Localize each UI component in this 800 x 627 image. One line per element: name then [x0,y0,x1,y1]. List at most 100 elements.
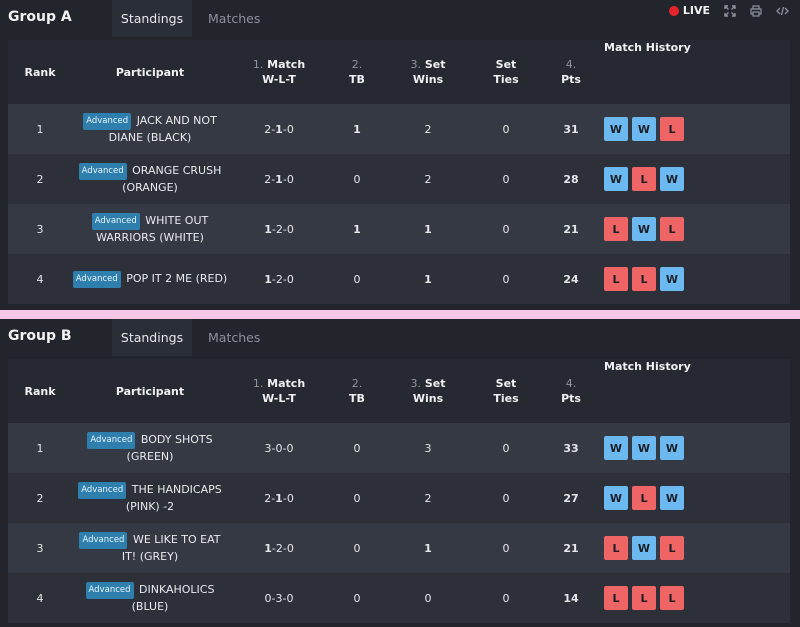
embed-code-icon[interactable] [776,5,789,17]
win-badge[interactable]: W [604,167,628,191]
header-tb[interactable]: 2. TB [330,359,384,423]
loss-badge[interactable]: L [660,586,684,610]
set-wins-cell: 0 [424,591,432,605]
header-pts-line: Pts [561,391,581,406]
rank-cell: 1 [36,122,44,136]
participant-name[interactable]: ORANGE CRUSH (ORANGE) [122,164,222,194]
tab-matches[interactable]: Matches [208,11,261,26]
win-badge[interactable]: W [604,486,628,510]
table-row[interactable]: 2 Advanced THE HANDICAPS (PINK) -2 2 - 1 -… [8,473,790,523]
live-indicator[interactable]: LIVE [668,4,710,17]
header-match[interactable]: 1. Match W-L-T [228,40,330,104]
table-row[interactable]: 3 Advanced WE LIKE TO EAT IT! (GREY) 1 - 2… [8,523,790,573]
header-label: Match History [604,41,691,54]
header-match-history[interactable]: Match History [602,359,790,423]
set-ties-cell: 0 [502,591,510,605]
participant-cell[interactable]: Advanced THE HANDICAPS (PINK) -2 [72,482,228,514]
win-badge[interactable]: W [660,267,684,291]
loss-badge[interactable]: L [660,117,684,141]
tiebreak-cell: 0 [353,272,361,286]
participant-cell[interactable]: Advanced DINKAHOLICS (BLUE) [72,582,228,614]
tab-standings[interactable]: Standings [112,319,192,356]
header-set-ties[interactable]: Set Ties [472,359,540,423]
participant-name[interactable]: WE LIKE TO EAT IT! (GREY) [121,533,221,563]
set-wins-cell: 3 [424,441,432,455]
fullscreen-icon[interactable] [724,4,736,17]
header-label: Ties [493,392,519,405]
participant-name[interactable]: BODY SHOTS (GREEN) [126,433,213,463]
header-set-ties-line: Set [496,57,517,72]
participant-cell[interactable]: Advanced ORANGE CRUSH (ORANGE) [72,163,228,195]
header-label: Rank [24,65,56,79]
loss-badge[interactable]: L [604,536,628,560]
win-badge[interactable]: W [604,117,628,141]
header-index: 3. [410,58,422,71]
losses-value: 1 [275,172,283,186]
table-row[interactable]: 1 Advanced JACK AND NOT DIANE (BLACK) 2 - … [8,104,790,154]
win-badge[interactable]: W [660,486,684,510]
header-set-ties-line: Set [496,376,517,391]
header-index: 4. [565,58,577,71]
win-badge[interactable]: W [632,436,656,460]
win-badge[interactable]: W [604,436,628,460]
advanced-badge: Advanced [91,213,140,230]
header-match-history[interactable]: Match History [602,40,790,104]
loss-badge[interactable]: L [632,267,656,291]
participant-cell[interactable]: Advanced WE LIKE TO EAT IT! (GREY) [72,532,228,564]
points-cell: 21 [563,541,579,555]
header-participant[interactable]: Participant [72,359,228,423]
table-row[interactable]: 2 Advanced ORANGE CRUSH (ORANGE) 2 - 1 - 0… [8,154,790,204]
win-badge[interactable]: W [632,536,656,560]
participant-cell[interactable]: Advanced BODY SHOTS (GREEN) [72,432,228,464]
loss-badge[interactable]: L [660,536,684,560]
group-header: Group A Standings Matches [0,0,800,37]
participant-cell[interactable]: Advanced JACK AND NOT DIANE (BLACK) [72,113,228,145]
participant-name[interactable]: WHITE OUT WARRIORS (WHITE) [96,214,209,244]
header-set-wins[interactable]: 3. Set Wins [384,40,472,104]
toolbar: LIVE [668,4,789,17]
header-participant[interactable]: Participant [72,40,228,104]
participant-name[interactable]: THE HANDICAPS (PINK) -2 [125,483,222,513]
header-set-ties[interactable]: Set Ties [472,40,540,104]
header-participant-line: Participant [116,65,184,80]
header-index: 1. [252,58,264,71]
header-rank[interactable]: Rank [8,40,72,104]
win-badge[interactable]: W [660,436,684,460]
loss-badge[interactable]: L [604,267,628,291]
loss-badge[interactable]: L [604,586,628,610]
loss-badge[interactable]: L [632,586,656,610]
table-row[interactable]: 3 Advanced WHITE OUT WARRIORS (WHITE) 1 - … [8,204,790,254]
header-tb-line: TB [349,72,365,87]
win-badge[interactable]: W [632,217,656,241]
loss-badge[interactable]: L [604,217,628,241]
loss-badge[interactable]: L [660,217,684,241]
loss-badge[interactable]: L [632,486,656,510]
print-icon[interactable] [750,4,762,17]
points-cell: 27 [563,491,579,505]
header-tb-line: 2. [352,57,363,72]
tab-standings[interactable]: Standings [112,0,192,37]
header-set-wins[interactable]: 3. Set Wins [384,359,472,423]
header-pts[interactable]: 4. Pts [540,359,602,423]
losses-value: 1 [275,491,283,505]
header-tb[interactable]: 2. TB [330,40,384,104]
participant-cell[interactable]: Advanced POP IT 2 ME (RED) [72,270,228,288]
loss-badge[interactable]: L [632,167,656,191]
set-ties-cell: 0 [502,172,510,186]
win-badge[interactable]: W [660,167,684,191]
participant-cell[interactable]: Advanced WHITE OUT WARRIORS (WHITE) [72,213,228,245]
header-rank[interactable]: Rank [8,359,72,423]
header-pts[interactable]: 4. Pts [540,40,602,104]
participant-name[interactable]: DINKAHOLICS (BLUE) [131,583,215,613]
header-match[interactable]: 1. Match W-L-T [228,359,330,423]
participant-name[interactable]: JACK AND NOT DIANE (BLACK) [108,114,217,144]
participant-name[interactable]: POP IT 2 ME (RED) [126,271,228,285]
win-badge[interactable]: W [632,117,656,141]
tab-matches[interactable]: Matches [208,330,261,345]
header-set-wins-line: 3. Set [411,376,446,391]
